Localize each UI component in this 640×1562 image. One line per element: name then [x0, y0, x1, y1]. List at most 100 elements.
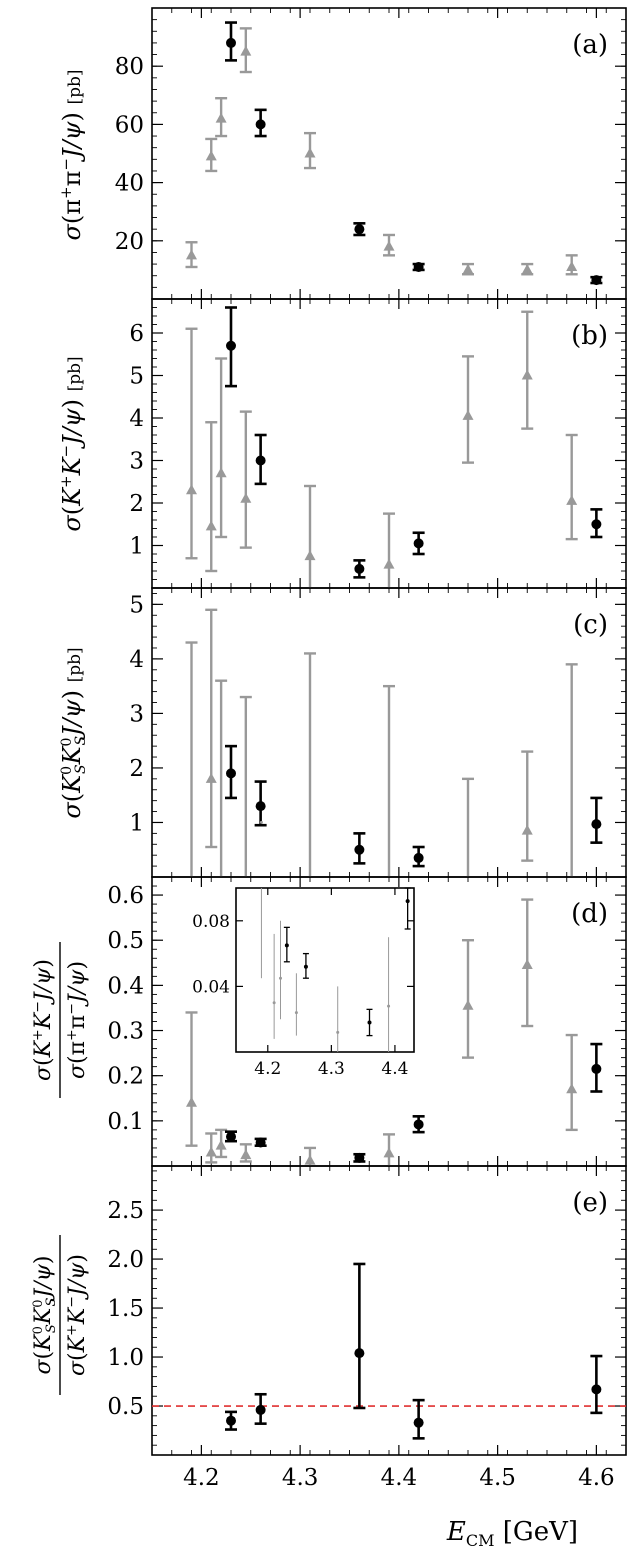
- inset-y-tick-label: 0.08: [192, 912, 230, 932]
- black-circle-point: [591, 519, 602, 530]
- panels-layer: 20 40 60 80 (a) 1 2 3 4 5 6 (b) 1 2 3 4 5 (c) 0.1 0.2 0.3 0.4…: [107, 7, 627, 1491]
- y-tick-label: 4: [129, 406, 144, 432]
- y-tick-label: 4: [129, 647, 144, 673]
- panel-e: 0.5 1.0 1.5 2.0 2.5 (e) 4.2 4.3 4.4 4.5 4.6: [107, 1165, 627, 1491]
- ylabel-panel-b: σ(K+K−J/ψ) [pb]: [57, 356, 86, 531]
- gray-triangle-point: [566, 494, 578, 505]
- gray-triangle-point: [383, 1147, 395, 1158]
- y-tick-label: 6: [129, 321, 144, 347]
- inset-black-point: [367, 1020, 372, 1025]
- y-tick-label: 20: [115, 229, 144, 255]
- black-circle-point: [226, 340, 236, 351]
- y-tick-label: 5: [129, 592, 144, 618]
- black-circle-point: [255, 1137, 266, 1148]
- inset-gray-point: [279, 976, 282, 980]
- svg-text:σ(π+π−J/ψ): σ(π+π−J/ψ): [64, 961, 90, 1079]
- inset-gray-point: [294, 1011, 298, 1015]
- panel-a: 20 40 60 80 (a): [115, 7, 627, 300]
- inset-y-tick-label: 0.04: [192, 977, 230, 997]
- y-tick-label: 2: [129, 756, 144, 782]
- svg-text:σ(K+K−J/ψ): σ(K+K−J/ψ): [30, 959, 56, 1081]
- gray-triangle-point: [521, 369, 533, 380]
- x-tick-label: 4.6: [578, 1465, 615, 1491]
- gray-triangle-point: [304, 147, 316, 158]
- ylabel-panel-e: σ(K0SK0SJ/ψ) σ(K+K−J/ψ): [31, 1235, 90, 1395]
- ylabel-panel-c: σ(K0SK0SJ/ψ) [pb]: [58, 647, 89, 818]
- black-circle-point: [354, 224, 365, 235]
- y-tick-label: 2.5: [107, 1198, 144, 1224]
- gray-triangle-point: [462, 409, 474, 420]
- black-circle-point: [354, 1348, 365, 1359]
- black-circle-point: [226, 1131, 236, 1142]
- panel-tag: (e): [572, 1188, 608, 1218]
- y-tick-label: 1: [129, 810, 144, 836]
- gray-triangle-point: [521, 959, 533, 970]
- y-tick-label: 0.1: [107, 1109, 144, 1135]
- black-circle-point: [413, 538, 424, 549]
- x-tick-label: 4.5: [479, 1465, 516, 1491]
- gray-triangle-point: [240, 45, 252, 56]
- gray-triangle-point: [304, 550, 316, 561]
- y-tick-label: 1.5: [107, 1296, 144, 1322]
- gray-triangle-point: [205, 150, 217, 161]
- panel-tag: (b): [571, 321, 608, 351]
- y-tick-label: 3: [129, 449, 144, 475]
- gray-triangle-point: [462, 999, 474, 1010]
- y-tick-label: 0.5: [107, 1394, 144, 1420]
- black-circle-point: [255, 801, 266, 812]
- inset-gray-point: [336, 1030, 340, 1034]
- black-circle-point: [226, 37, 236, 48]
- y-tick-label: 60: [115, 112, 144, 138]
- gray-triangle-point: [383, 558, 395, 569]
- gray-triangle-point: [566, 260, 578, 271]
- gray-triangle-point: [304, 1154, 316, 1165]
- x-tick-label: 4.3: [282, 1465, 319, 1491]
- black-circle-point: [591, 275, 602, 286]
- black-circle-point: [354, 1152, 365, 1163]
- gray-triangle-point: [205, 1146, 217, 1157]
- gray-triangle-point: [205, 520, 217, 531]
- inset-black-point: [405, 899, 410, 904]
- black-circle-point: [591, 1384, 602, 1395]
- panel-tag: (c): [573, 610, 608, 640]
- black-circle-point: [354, 563, 365, 574]
- gray-triangle-point: [566, 1083, 578, 1094]
- gray-triangle-point: [240, 1149, 252, 1160]
- y-tick-label: 0.2: [107, 1064, 144, 1090]
- gray-triangle-point: [186, 249, 197, 260]
- inset-gray-point: [272, 1001, 276, 1005]
- svg-text:σ(K0SK0SJ/ψ): σ(K0SK0SJ/ψ): [31, 1256, 59, 1375]
- gray-triangle-point: [215, 112, 227, 123]
- panel-tag: (a): [572, 30, 608, 60]
- x-tick-label: 4.4: [381, 1465, 418, 1491]
- black-circle-point: [255, 455, 266, 466]
- panel-b: 1 2 3 4 5 6 (b): [129, 298, 627, 589]
- gray-triangle-point: [240, 492, 252, 503]
- inset-layer: 4.2 4.3 4.4 0.04 0.08: [192, 820, 415, 1079]
- inset-gray-point: [259, 820, 263, 824]
- black-circle-point: [591, 1063, 602, 1074]
- ylabel-panel-a: σ(π+π−J/ψ) [pb]: [57, 69, 86, 240]
- inset-x-tick-label: 4.4: [381, 1059, 408, 1079]
- plot-frame: [151, 1165, 627, 1456]
- y-tick-label: 3: [129, 701, 144, 727]
- y-tick-label: 2: [129, 491, 144, 517]
- inset-black-point: [284, 943, 289, 948]
- black-circle-point: [413, 261, 424, 272]
- gray-triangle-point: [205, 772, 217, 783]
- gray-triangle-point: [186, 1096, 197, 1107]
- black-circle-point: [413, 1119, 424, 1130]
- y-tick-label: 0.6: [107, 883, 144, 909]
- y-tick-label: 0.4: [107, 973, 144, 999]
- black-circle-point: [413, 852, 424, 863]
- y-tick-label: 40: [115, 171, 144, 197]
- black-circle-point: [413, 1417, 424, 1428]
- inset-frame: [235, 887, 415, 1053]
- ylabel-panel-d: σ(K+K−J/ψ) σ(π+π−J/ψ): [30, 942, 90, 1098]
- x-tick-label: 4.2: [183, 1465, 220, 1491]
- y-tick-label: 80: [115, 54, 144, 80]
- inset-black-point: [303, 964, 308, 969]
- inset-x-tick-label: 4.2: [254, 1059, 281, 1079]
- y-tick-label: 0.5: [107, 928, 144, 954]
